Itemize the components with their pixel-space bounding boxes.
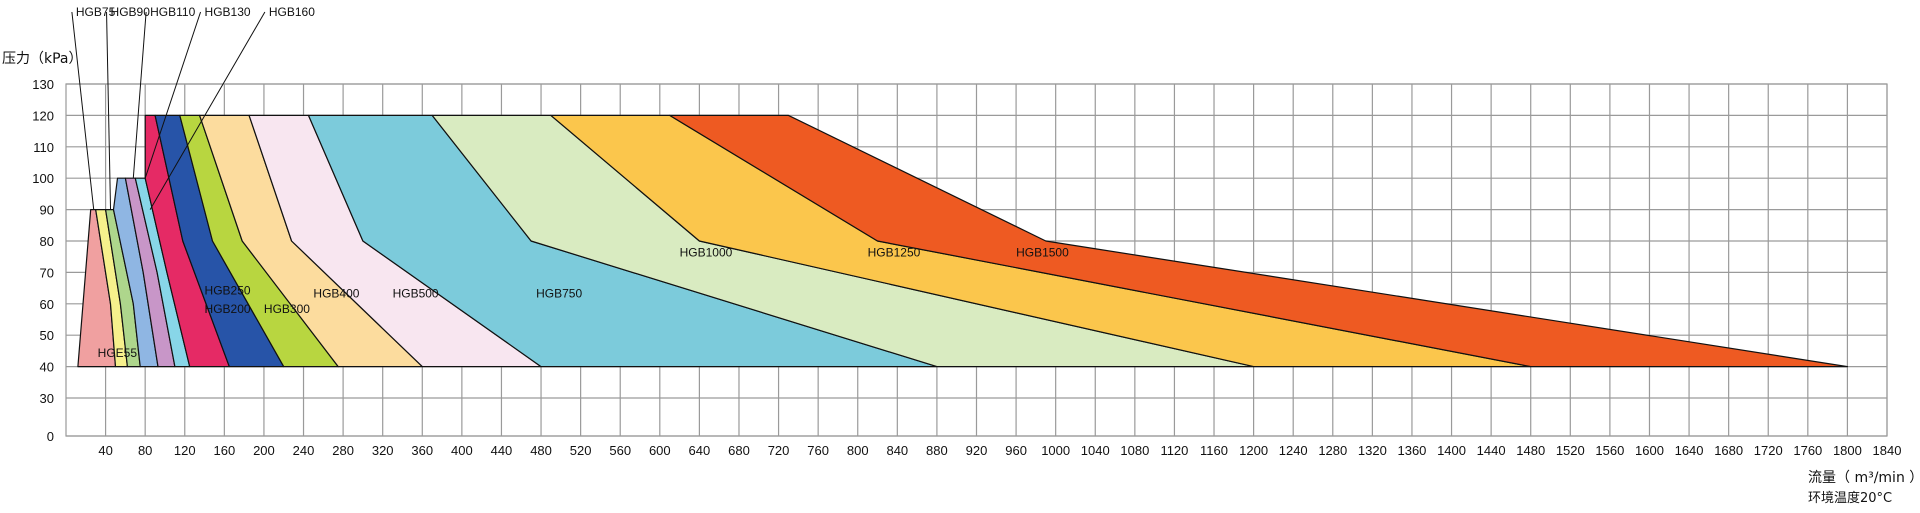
callout-line-hgb130 (144, 11, 202, 179)
series-label-hgb300: HGB300 (264, 302, 310, 316)
series-areas (77, 114, 1849, 368)
x-tick-label: 1400 (1437, 443, 1466, 458)
callout-line-hgb160 (149, 11, 266, 210)
callout-line-hgb110 (132, 11, 147, 179)
x-axis-ticks: 40 80 120 160 200 240 280 320 360 400 440 480 520 560… (98, 443, 1901, 458)
x-tick-label: 1000 (1041, 443, 1070, 458)
y-tick-label: 110 (33, 140, 54, 155)
y-tick-label: 40 (40, 360, 54, 375)
series-label-hgb750: HGB750 (536, 287, 582, 301)
y-tick-label: 60 (40, 297, 54, 312)
y-tick-label: 50 (40, 328, 54, 343)
y-axis-title: 压力（kPa） (2, 51, 83, 67)
x-tick-label: 1520 (1556, 443, 1585, 458)
callout-line-hgb75 (71, 11, 95, 210)
series-label-hgb1250: HGB1250 (868, 246, 921, 260)
callout-label-hgb130: HGB130 (205, 5, 251, 19)
x-tick-label: 40 (98, 443, 112, 458)
series-area-hgb1500 (669, 114, 1849, 368)
series-label-hge55: HGE55 (98, 346, 138, 360)
callout-line-hgb90 (106, 11, 112, 210)
x-tick-label: 1160 (1200, 443, 1228, 458)
series-label-hgb200: HGB200 (205, 302, 251, 316)
y-tick-label: 0 (47, 429, 54, 444)
x-tick-label: 280 (332, 443, 354, 458)
x-tick-label: 160 (213, 443, 235, 458)
x-tick-label: 560 (609, 443, 631, 458)
x-tick-label: 520 (570, 443, 592, 458)
y-tick-label: 70 (40, 265, 54, 280)
x-tick-label: 800 (847, 443, 869, 458)
x-tick-label: 1120 (1160, 443, 1188, 458)
x-tick-label: 600 (649, 443, 671, 458)
x-tick-label: 240 (293, 443, 315, 458)
x-tick-label: 200 (253, 443, 275, 458)
x-tick-label: 1800 (1833, 443, 1862, 458)
x-tick-label: 1600 (1635, 443, 1664, 458)
x-tick-label: 1480 (1516, 443, 1545, 458)
y-tick-label: 120 (32, 108, 54, 123)
x-tick-label: 1280 (1318, 443, 1347, 458)
x-tick-label: 1560 (1595, 443, 1624, 458)
x-tick-label: 1360 (1397, 443, 1426, 458)
callout-label-hgb75: HGB75 (76, 5, 116, 19)
x-tick-label: 1320 (1358, 443, 1387, 458)
x-tick-label: 320 (372, 443, 394, 458)
x-tick-label: 880 (926, 443, 948, 458)
x-tick-label: 920 (966, 443, 988, 458)
x-tick-label: 1640 (1675, 443, 1704, 458)
x-tick-label: 1760 (1793, 443, 1822, 458)
y-axis-ticks: 0 30 40 50 60 70 80 90 100 110 120 130 (32, 77, 54, 444)
x-tick-label: 1840 (1873, 443, 1902, 458)
x-tick-label: 840 (886, 443, 908, 458)
y-tick-label: 100 (32, 171, 54, 186)
x-tick-label: 1720 (1754, 443, 1783, 458)
x-tick-label: 960 (1005, 443, 1027, 458)
x-tick-label: 440 (491, 443, 513, 458)
x-tick-label: 80 (138, 443, 152, 458)
callout-label-hgb160: HGB160 (269, 5, 315, 19)
x-tick-label: 120 (174, 443, 196, 458)
series-label-hgb500: HGB500 (393, 287, 439, 301)
x-tick-label: 1680 (1714, 443, 1743, 458)
x-tick-label: 760 (807, 443, 829, 458)
x-tick-label: 1240 (1279, 443, 1308, 458)
x-tick-label: 720 (768, 443, 790, 458)
x-tick-label: 400 (451, 443, 473, 458)
callout-label-hgb110: HGB110 (150, 5, 195, 19)
x-tick-label: 1040 (1081, 443, 1110, 458)
series-label-hgb250: HGB250 (205, 283, 251, 297)
x-tick-label: 680 (728, 443, 750, 458)
x-axis-title: 流量（ m³/min ） (1808, 470, 1920, 486)
y-tick-label: 30 (40, 391, 54, 406)
y-tick-label: 130 (32, 77, 54, 92)
x-tick-label: 640 (689, 443, 711, 458)
x-tick-label: 360 (411, 443, 433, 458)
series-label-hgb1000: HGB1000 (680, 246, 733, 260)
temperature-note: 环境温度20°C (1808, 490, 1892, 506)
x-tick-label: 1200 (1239, 443, 1268, 458)
series-label-hgb400: HGB400 (313, 287, 359, 301)
y-tick-label: 90 (40, 203, 54, 218)
callout-label-hgb90: HGB90 (111, 5, 151, 19)
x-tick-label: 1080 (1120, 443, 1149, 458)
x-tick-label: 1440 (1477, 443, 1506, 458)
y-tick-label: 80 (40, 234, 54, 249)
x-tick-label: 480 (530, 443, 552, 458)
series-label-hgb1500: HGB1500 (1016, 246, 1069, 260)
